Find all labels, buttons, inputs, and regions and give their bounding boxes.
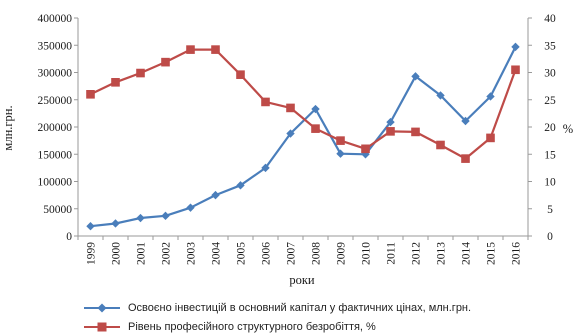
x-tick-label: 2000 (111, 242, 123, 265)
data-point-diamond (361, 150, 370, 159)
x-tick-label: 2009 (336, 242, 348, 265)
data-point-diamond (211, 190, 220, 200)
data-point-square (386, 127, 395, 136)
y2-tick-label: 40 (544, 13, 556, 25)
data-point-square (411, 127, 420, 137)
x-tick-label: 2004 (211, 242, 223, 265)
data-point-diamond (111, 219, 120, 228)
data-point-diamond (386, 117, 395, 127)
data-point-diamond (486, 92, 495, 101)
series-layer (86, 42, 520, 231)
data-point-square (111, 78, 120, 87)
data-point-diamond (411, 72, 420, 81)
legend-item-investments: Освоєно інвестицій в основний капітал у … (82, 298, 471, 317)
x-tick-label: 2007 (286, 242, 298, 265)
x-tick-label: 2013 (436, 242, 448, 265)
x-tick-label: 2003 (186, 242, 198, 265)
axes (74, 17, 532, 240)
data-point-diamond (436, 91, 445, 100)
y2-tick-label: 5 (547, 204, 553, 216)
x-tick-label: 2002 (161, 242, 173, 265)
data-point-square (236, 70, 245, 79)
x-tick-label: 2008 (311, 242, 323, 265)
legend-label-investments: Освоєно інвестицій в основний капітал у … (128, 301, 472, 314)
y-tick-label: 250000 (38, 95, 73, 107)
data-point-diamond (136, 213, 145, 223)
data-point-diamond (86, 221, 95, 231)
data-point-diamond (186, 203, 195, 212)
y2-tick-label: 30 (544, 68, 556, 80)
y2-tick-label: 0 (547, 231, 553, 243)
y-tick-label: 300000 (38, 68, 73, 80)
x-tick-label: 2016 (511, 242, 523, 265)
data-point-square (86, 90, 95, 99)
data-point-square (336, 136, 345, 145)
y-tick-label: 100000 (38, 177, 73, 189)
data-point-diamond (286, 129, 295, 138)
data-point-square (161, 57, 170, 67)
x-tick-label: 2012 (411, 242, 423, 265)
data-point-square (186, 45, 195, 54)
data-point-diamond (236, 181, 245, 190)
y-tick-label: 200000 (38, 122, 73, 134)
y2-tick-label: 35 (544, 40, 556, 52)
data-point-square (486, 133, 495, 143)
data-point-diamond (511, 42, 520, 52)
x-tick-label: 2010 (361, 242, 373, 265)
y-tick-label: 400000 (38, 13, 73, 25)
legend-item-unemployment: Рівень професійного структурного безробі… (82, 317, 471, 336)
x-tick-label: 2011 (386, 242, 398, 265)
legend-swatch-diamond (84, 303, 120, 312)
y-tick-label: 150000 (38, 149, 73, 161)
y-tick-label: 0 (66, 231, 72, 243)
x-tick-label: 2014 (461, 242, 473, 265)
x-tick-label: 2001 (136, 242, 148, 265)
data-point-square (211, 45, 220, 54)
data-point-square (461, 154, 470, 163)
data-point-square (261, 97, 270, 107)
data-point-diamond (161, 211, 170, 221)
x-tick-label: 2015 (486, 242, 498, 265)
data-point-square (436, 140, 445, 150)
data-point-diamond (336, 149, 345, 158)
data-point-square (311, 124, 320, 133)
legend-label-unemployment: Рівень професійного структурного безробі… (128, 320, 376, 333)
data-point-square (361, 144, 370, 154)
data-point-square (136, 68, 145, 78)
y2-tick-label: 10 (544, 177, 556, 189)
y-axis-title: млн.грн. (1, 105, 15, 150)
legend: Освоєно інвестицій в основний капітал у … (82, 298, 471, 336)
legend-swatch-square (84, 322, 120, 331)
y2-tick-label: 25 (544, 95, 556, 107)
y2-axis-title: % (563, 122, 573, 136)
series-line-0 (90, 46, 517, 228)
data-point-diamond (311, 104, 320, 114)
x-tick-label: 2006 (261, 242, 273, 265)
data-point-square (286, 103, 295, 113)
tick-labels: 0 50000 100000 150000 200000 250000 300000 3500… (38, 13, 557, 265)
x-axis-title: роки (289, 273, 315, 287)
x-tick-label: 1999 (86, 242, 98, 265)
data-point-diamond (461, 116, 470, 126)
data-point-diamond (261, 163, 270, 173)
data-point-square (511, 65, 520, 75)
x-tick-label: 2005 (236, 242, 248, 265)
y2-tick-label: 15 (544, 149, 556, 161)
y2-tick-label: 20 (544, 122, 556, 134)
series-line-1 (90, 48, 517, 160)
y-tick-label: 50000 (43, 204, 72, 216)
y-tick-label: 350000 (38, 40, 73, 52)
